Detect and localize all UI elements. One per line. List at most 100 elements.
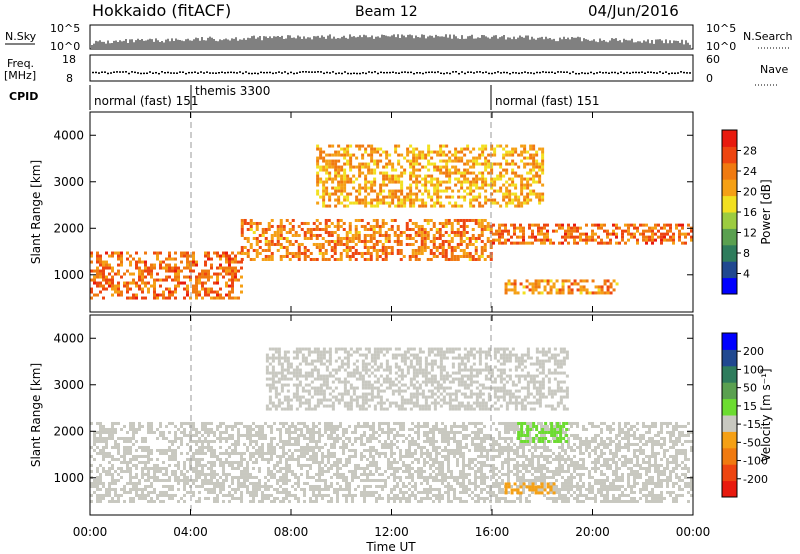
data-cell [117, 269, 120, 273]
data-cell [279, 430, 282, 434]
data-cell [255, 448, 258, 452]
data-cell [228, 433, 231, 437]
data-cell [426, 436, 429, 440]
data-cell [540, 229, 543, 233]
data-cell [378, 233, 382, 237]
data-cell [535, 171, 539, 175]
data-cell [330, 484, 333, 488]
data-cell [471, 481, 474, 485]
data-cell [411, 442, 414, 446]
data-cell [669, 235, 672, 239]
data-cell [219, 263, 222, 267]
data-cell [381, 257, 385, 261]
data-cell [340, 147, 344, 151]
data-cell [406, 153, 410, 157]
data-cell [444, 472, 447, 476]
data-cell [369, 460, 372, 464]
data-cell [484, 168, 488, 172]
data-cell [306, 430, 309, 434]
data-cell [396, 239, 400, 243]
data-cell [282, 421, 285, 425]
data-cell [402, 230, 406, 234]
data-cell [312, 460, 315, 464]
data-cell [651, 238, 654, 242]
data-cell [517, 165, 521, 169]
data-cell [366, 457, 369, 461]
data-cell [471, 257, 475, 261]
data-cell [210, 469, 213, 473]
data-cell [394, 204, 398, 208]
data-cell [450, 430, 453, 434]
data-cell [207, 487, 210, 491]
data-cell [561, 291, 565, 295]
data-cell [465, 424, 468, 428]
data-cell [216, 281, 219, 285]
data-cell [357, 463, 360, 467]
data-cell [375, 230, 379, 234]
data-cell [498, 421, 501, 425]
data-cell [315, 484, 318, 488]
freq-point [251, 72, 253, 75]
data-cell [327, 436, 330, 440]
data-cell [192, 457, 195, 461]
data-cell [153, 499, 156, 503]
data-cell [285, 493, 288, 497]
data-cell [315, 460, 318, 464]
data-cell [660, 238, 663, 242]
data-cell [408, 433, 411, 437]
data-cell [505, 201, 509, 205]
data-cell [445, 168, 449, 172]
data-cell [372, 463, 375, 467]
data-cell [333, 427, 336, 431]
data-cell [330, 466, 333, 470]
data-cell [526, 186, 530, 190]
data-cell [147, 451, 150, 455]
data-cell [465, 230, 469, 234]
data-cell [522, 487, 525, 491]
data-cell [454, 177, 458, 181]
data-cell [490, 144, 494, 148]
data-cell [261, 448, 264, 452]
data-cell [147, 478, 150, 482]
data-cell [297, 233, 301, 237]
data-cell [528, 430, 531, 434]
data-cell [123, 445, 126, 449]
data-cell [429, 439, 432, 443]
data-cell [376, 165, 380, 169]
data-cell [309, 496, 312, 500]
data-cell [171, 442, 174, 446]
data-cell [408, 463, 411, 467]
data-cell [387, 245, 391, 249]
data-cell [432, 475, 435, 479]
data-cell [414, 424, 417, 428]
data-cell [99, 493, 102, 497]
data-cell [474, 430, 477, 434]
data-cell [297, 224, 301, 228]
data-cell [321, 466, 324, 470]
data-cell [393, 493, 396, 497]
data-cell [129, 478, 132, 482]
data-cell [372, 427, 375, 431]
data-cell [255, 433, 258, 437]
data-cell [322, 168, 326, 172]
data-cell [447, 487, 450, 491]
data-cell [138, 266, 141, 270]
data-cell [279, 490, 282, 494]
data-cell [364, 174, 368, 178]
data-cell [498, 454, 501, 458]
data-cell [327, 484, 330, 488]
data-cell [414, 251, 418, 255]
data-cell [678, 238, 681, 242]
freq-point [521, 72, 523, 74]
data-cell [393, 239, 397, 243]
data-cell [463, 153, 467, 157]
data-cell [346, 195, 350, 199]
data-cell [345, 236, 349, 240]
data-cell [132, 484, 135, 488]
data-cell [654, 238, 657, 242]
data-cell [372, 493, 375, 497]
data-cell [351, 245, 355, 249]
data-cell [120, 466, 123, 470]
data-cell [481, 177, 485, 181]
data-cell [349, 177, 353, 181]
